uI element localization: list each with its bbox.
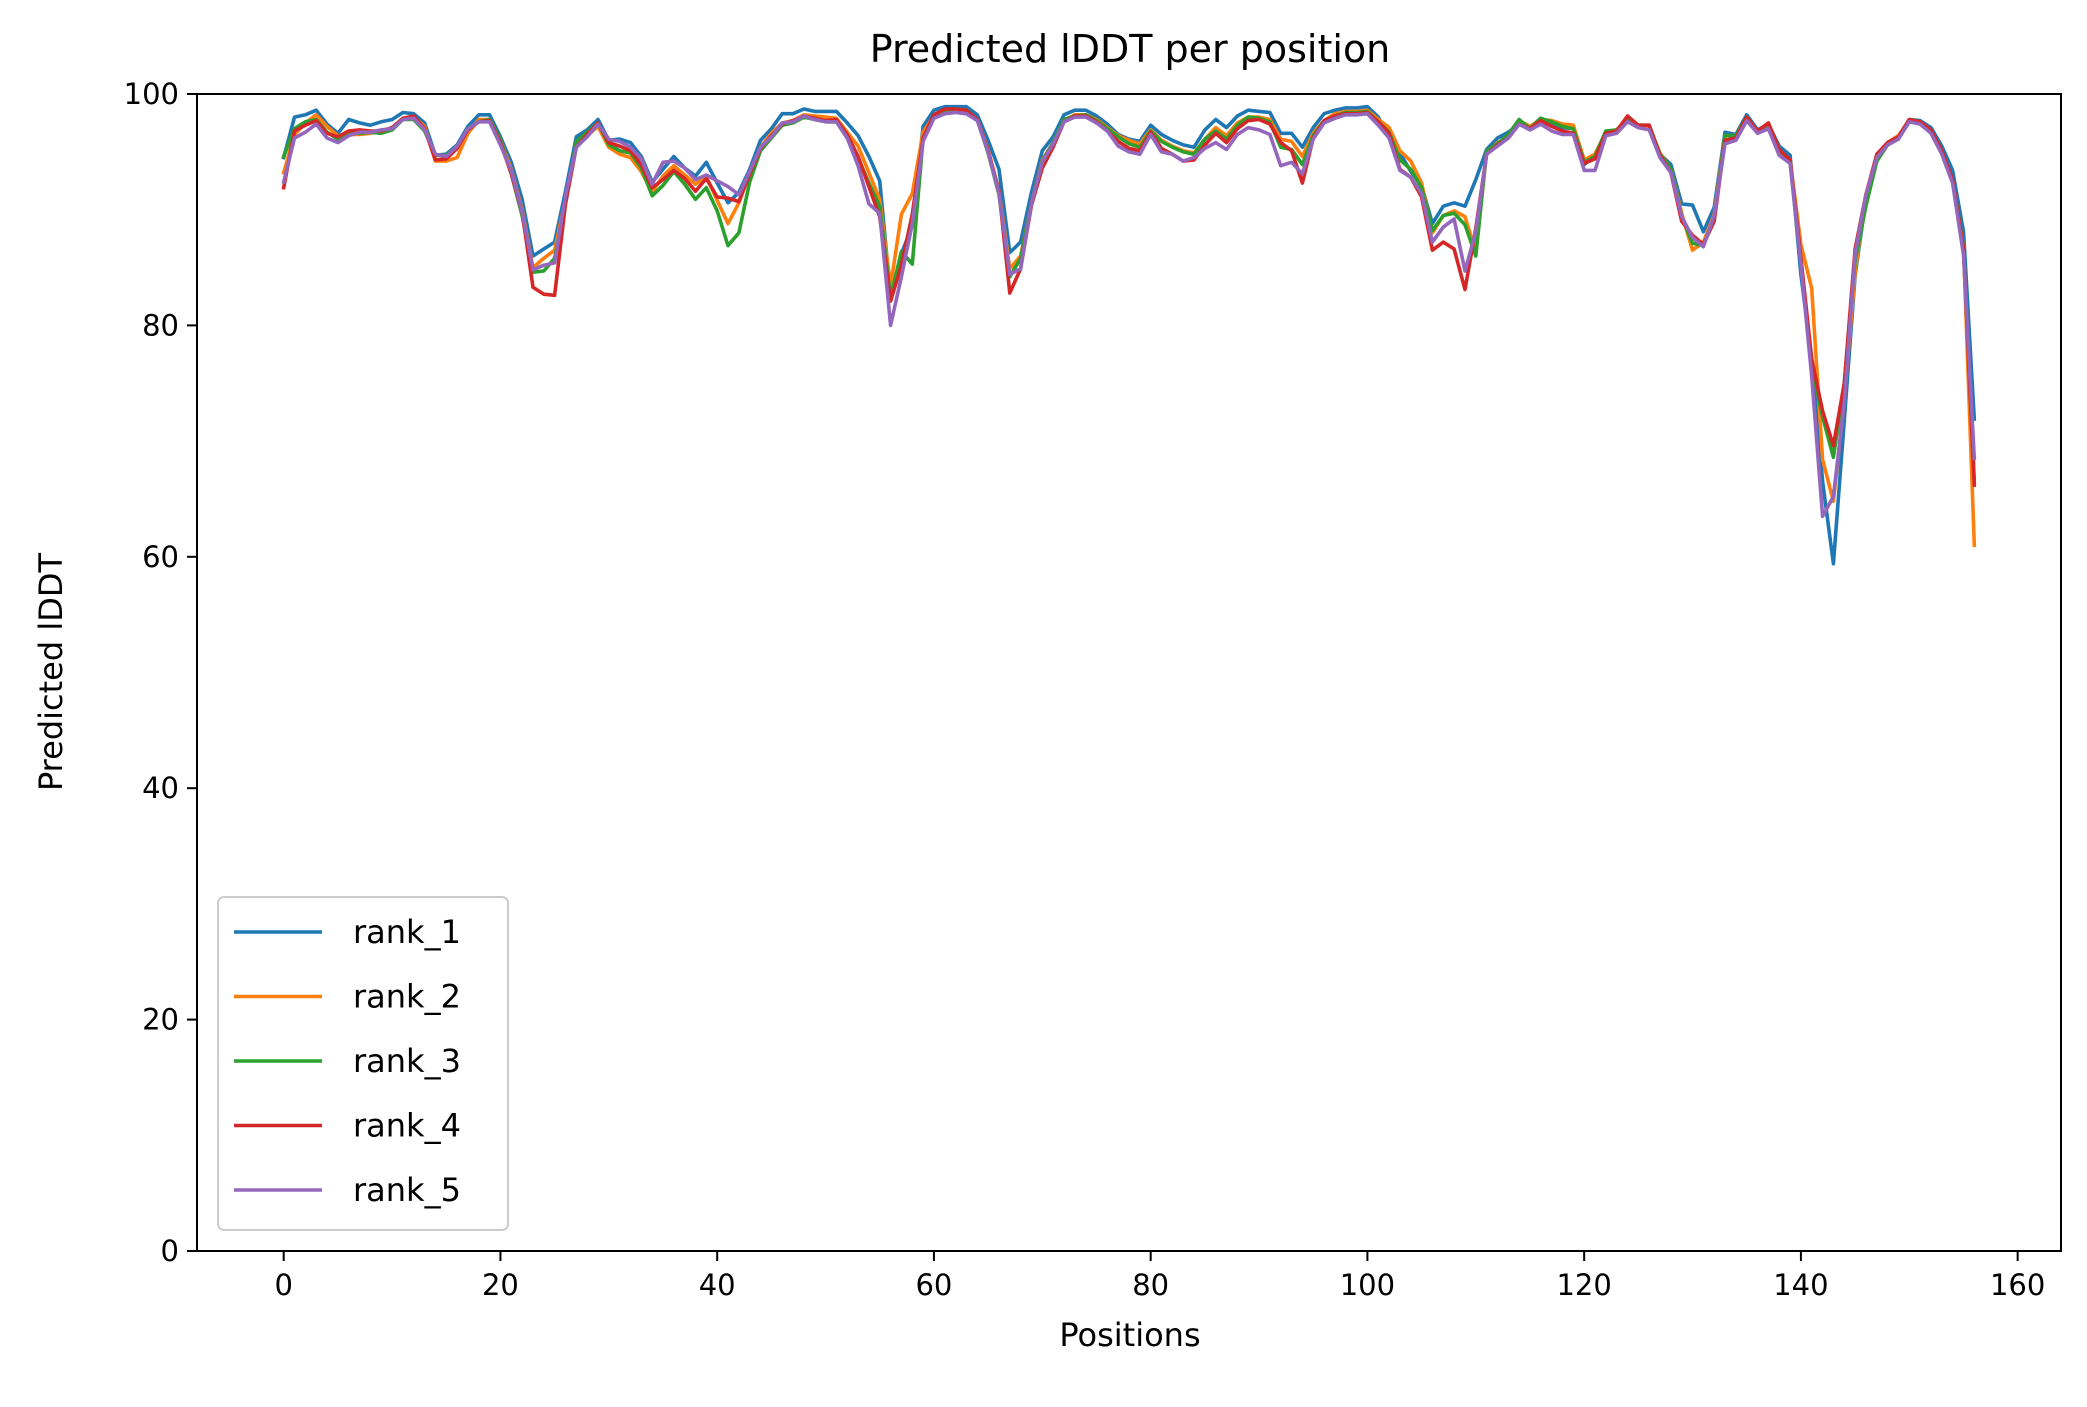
y-axis-ticks: 0 20 40 60 80 100 xyxy=(124,77,197,1268)
y-tick-label: 40 xyxy=(142,771,179,805)
x-tick-label: 0 xyxy=(274,1268,292,1302)
y-tick-label: 20 xyxy=(142,1003,179,1037)
y-tick-label: 80 xyxy=(142,308,179,342)
x-tick-label: 60 xyxy=(915,1268,952,1302)
legend-box xyxy=(217,896,509,1231)
x-tick-label: 40 xyxy=(699,1268,736,1302)
legend-label-rank-3: rank_3 xyxy=(353,1042,461,1080)
y-tick-label: 0 xyxy=(161,1234,179,1268)
legend: rank_1 rank_2 rank_3 rank_4 rank_5 xyxy=(217,896,509,1231)
series-line-rank-5 xyxy=(281,110,1977,519)
x-tick-label: 80 xyxy=(1132,1268,1169,1302)
x-tick-label: 100 xyxy=(1340,1268,1395,1302)
x-axis-label: Positions xyxy=(1059,1316,1200,1354)
chart-title: Predicted lDDT per position xyxy=(870,27,1391,71)
series-layer xyxy=(281,104,1977,566)
legend-label-rank-4: rank_4 xyxy=(353,1107,461,1145)
x-axis-ticks: 0 20 40 60 80 100 120 140 160 xyxy=(274,1251,2045,1302)
legend-label-rank-1: rank_1 xyxy=(353,913,461,951)
x-tick-label: 140 xyxy=(1773,1268,1828,1302)
legend-label-rank-2: rank_2 xyxy=(353,978,461,1016)
y-tick-label: 60 xyxy=(142,540,179,574)
y-axis-label: Predicted lDDT xyxy=(32,552,70,791)
x-tick-label: 20 xyxy=(482,1268,519,1302)
plot-frame xyxy=(196,93,2062,1252)
legend-label-rank-5: rank_5 xyxy=(353,1171,461,1209)
x-tick-label: 120 xyxy=(1556,1268,1611,1302)
x-tick-label: 160 xyxy=(1990,1268,2045,1302)
y-tick-label: 100 xyxy=(124,77,179,111)
